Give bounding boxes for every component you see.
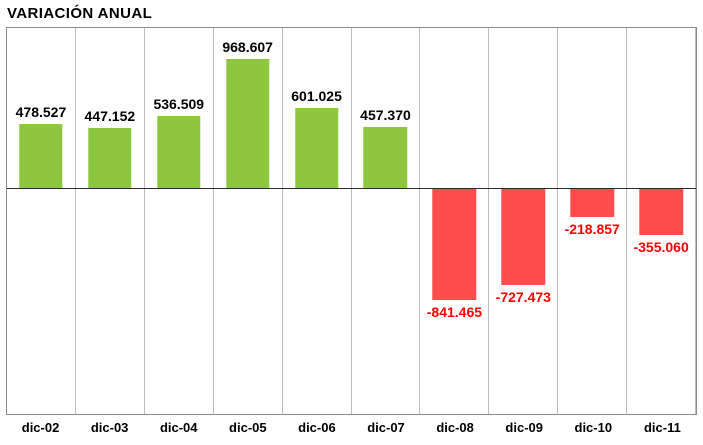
bar-value-label-dic-09: -727.473 [495, 288, 551, 305]
x-axis-label-dic-08: dic-08 [436, 420, 474, 435]
chart-column-dic-03: 447.152 [76, 28, 145, 414]
x-axis-label-dic-10: dic-10 [574, 420, 613, 435]
bar-value-label-dic-11: -355.060 [633, 238, 689, 255]
positive-bar-dic-03 [88, 128, 132, 188]
negative-bar-dic-10 [570, 187, 614, 217]
chart-column-dic-09: -727.473 [489, 28, 559, 414]
positive-bar-dic-04 [157, 116, 201, 188]
bar-value-label-dic-02: 478.527 [15, 104, 67, 121]
x-axis-label-dic-04: dic-04 [159, 420, 198, 435]
chart-column-dic-07: 457.370 [352, 28, 421, 414]
bar-value-label-dic-10: -218.857 [564, 220, 620, 237]
x-axis-label-dic-02: dic-02 [21, 420, 60, 435]
chart-title: VARIACIÓN ANUAL [7, 5, 153, 22]
positive-bar-dic-06 [294, 107, 339, 188]
x-axis-label-dic-06: dic-06 [298, 420, 336, 435]
x-axis: dic-02 dic-03 dic-04 dic-05 dic-06 dic-07 dic-… [6, 420, 697, 440]
negative-bar-dic-11 [639, 187, 683, 235]
positive-bar-dic-07 [363, 126, 408, 188]
bar-value-label-dic-05: 968.607 [222, 38, 273, 55]
bar-value-label-dic-03: 447.152 [84, 108, 136, 125]
chart-column-dic-02: 478.527 [7, 28, 76, 414]
chart-column-dic-11: -355.060 [627, 28, 697, 414]
positive-bar-dic-05 [225, 58, 270, 188]
bar-value-label-dic-06: 601.025 [291, 87, 342, 104]
bar-value-label-dic-08: -841.465 [426, 303, 483, 320]
negative-bar-dic-08 [432, 187, 477, 300]
x-axis-label-dic-09: dic-09 [505, 420, 543, 435]
chart-column-dic-06: 601.025 [283, 28, 352, 414]
positive-bar-dic-02 [19, 124, 63, 188]
x-axis-label-dic-07: dic-07 [367, 420, 405, 435]
bar-value-label-dic-07: 457.370 [360, 106, 411, 123]
chart-column-dic-08: -841.465 [420, 28, 490, 414]
negative-bar-dic-09 [501, 187, 546, 285]
chart-column-dic-05: 968.607 [214, 28, 283, 414]
x-axis-label-dic-05: dic-05 [229, 420, 267, 435]
x-axis-label-dic-11: dic-11 [643, 420, 681, 435]
bar-value-label-dic-04: 536.509 [153, 96, 205, 113]
chart-column-dic-10: -218.857 [558, 28, 628, 414]
plot-area: 478.527 447.152 536.509 968.607 601.025 457.3… [6, 27, 697, 415]
x-axis-label-dic-03: dic-03 [90, 420, 129, 435]
chart-column-dic-04: 536.509 [145, 28, 214, 414]
